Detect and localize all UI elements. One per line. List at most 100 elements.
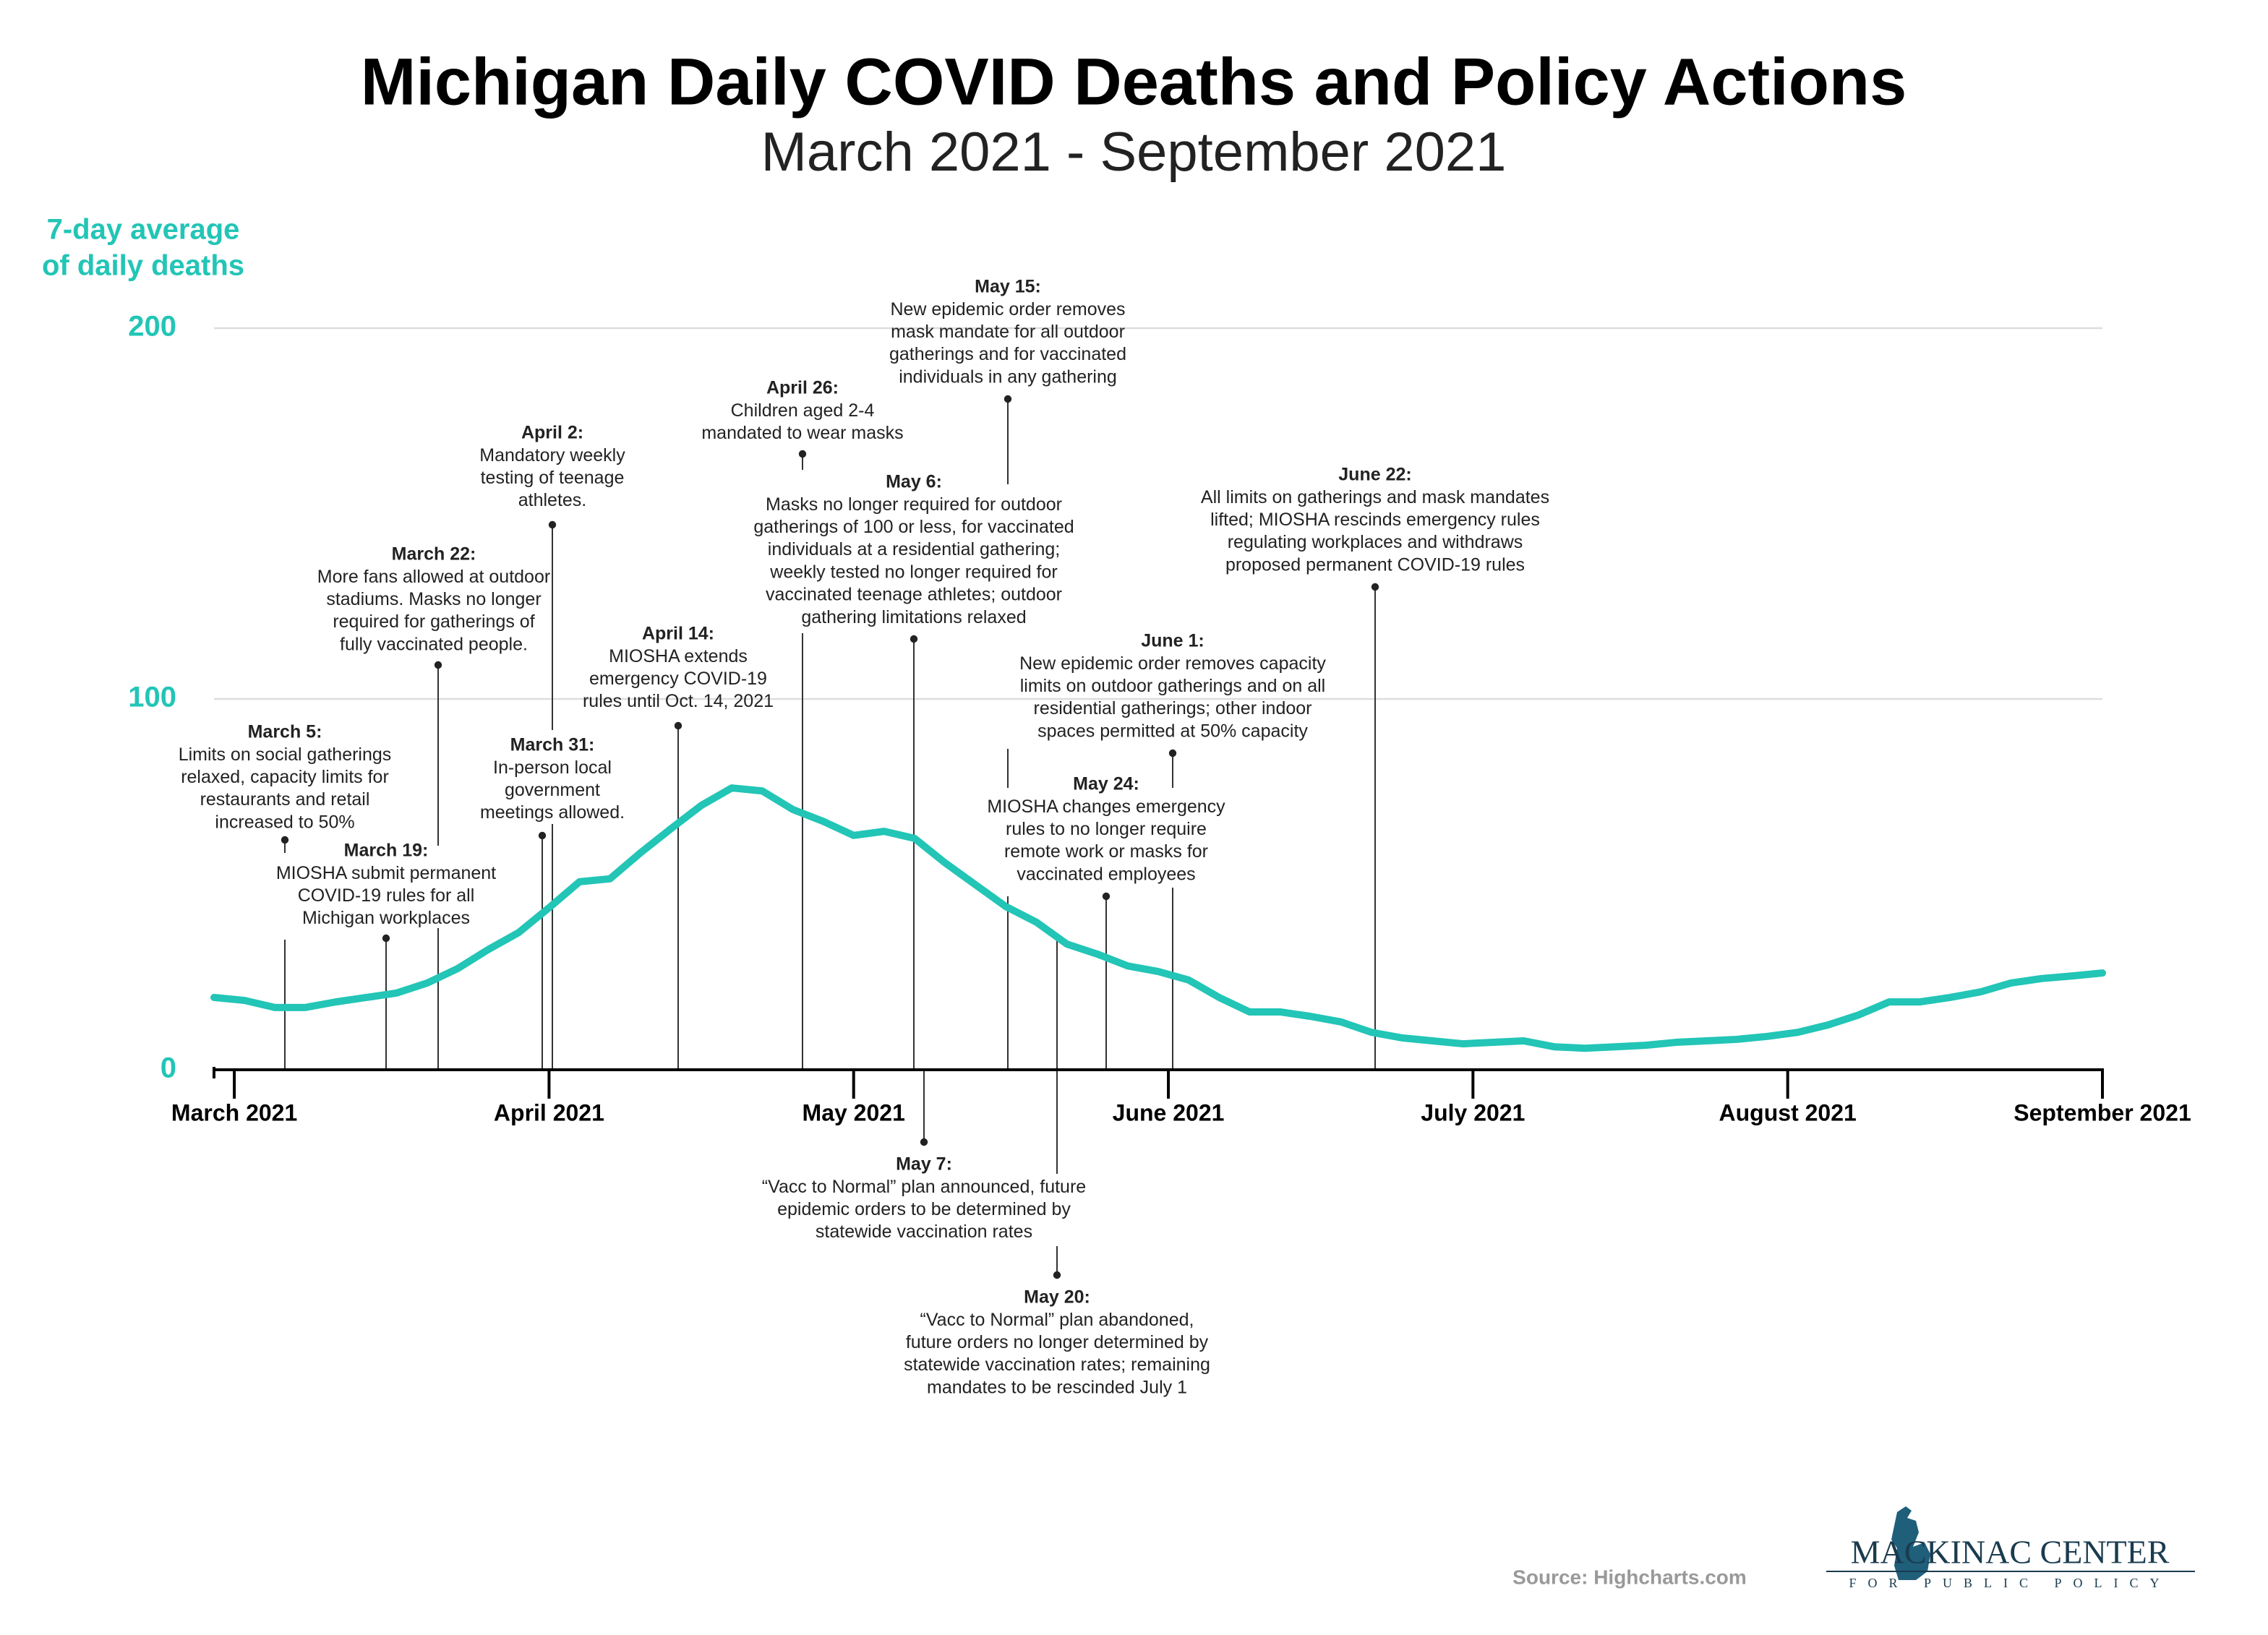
annotation-text: New epidemic order removes capacity [1019,653,1326,674]
annotation-text: Masks no longer required for outdoor [766,494,1062,515]
annotation-text: restaurants and retail [200,789,370,810]
annotation-date: March 5: [248,722,322,742]
annotation-text: New epidemic order removes [890,299,1125,319]
annotation-date: April 2: [521,423,583,443]
annotation-date: May 20: [1024,1287,1090,1308]
chart-title: Michigan Daily COVID Deaths and Policy A… [361,45,1907,119]
annotation-text: residential gatherings; other indoor [1034,698,1312,718]
annotation-text: emergency COVID-19 [589,669,767,689]
annotation-text: Mandatory weekly [479,445,625,465]
annotation-dot [910,635,918,643]
annotation-date: April 14: [642,624,714,644]
y-tick-label: 200 [128,311,176,343]
x-tick-label: March 2021 [171,1099,297,1125]
x-tick-label: May 2021 [803,1099,905,1125]
annotation-text: proposed permanent COVID-19 rules [1225,554,1525,575]
annotation-text: Limits on social gatherings [179,744,392,765]
annotation-text: future orders no longer determined by [906,1332,1209,1352]
annotation-dot [434,661,442,669]
annotation-text: meetings allowed. [480,802,625,823]
annotation-date: May 7: [896,1154,952,1175]
x-tick-label: August 2021 [1719,1099,1857,1125]
annotation-text: gathering limitations relaxed [801,607,1026,627]
annotation-text: mandates to be rescinded July 1 [927,1377,1187,1397]
annotation-date: May 24: [1073,774,1139,794]
annotation-dot [1371,583,1379,591]
annotation-text: statewide vaccination rates; remaining [904,1355,1210,1375]
annotation-dot [548,520,557,529]
x-tick-label: September 2021 [2014,1099,2191,1125]
annotation-text: mask mandate for all outdoor [891,322,1125,342]
annotation-text: individuals in any gathering [899,366,1117,387]
annotation-date: March 19: [344,841,429,861]
annotation-text: lifted; MIOSHA rescinds emergency rules [1210,510,1540,530]
annotation-text: “Vacc to Normal” plan announced, future [762,1177,1086,1197]
annotation-date: June 1: [1141,631,1204,651]
y-axis-title: 7-day average [47,214,240,246]
annotation-text: relaxed, capacity limits for [181,767,389,787]
annotation-text: vaccinated employees [1017,864,1195,884]
annotation-text: individuals at a residential gathering; [768,539,1060,559]
annotation-dot [798,450,807,458]
logo-name: MACKINAC CENTER [1851,1534,2170,1571]
x-tick-label: April 2021 [494,1099,604,1125]
annotation-text: More fans allowed at outdoor [317,567,550,587]
source: Source: Highcharts.com [1512,1566,1747,1588]
annotation-text: MIOSHA submit permanent [276,863,496,883]
x-tick-label: July 2021 [1421,1099,1525,1125]
annotation-text: required for gatherings of [333,611,534,632]
y-tick-label: 0 [161,1052,176,1084]
y-axis-title: of daily deaths [42,250,244,282]
annotation-text: athletes. [518,490,587,510]
annotation-text: MIOSHA changes emergency [987,797,1225,817]
annotation-text: “Vacc to Normal” plan abandoned, [920,1310,1194,1330]
annotation-text: MIOSHA extends [609,646,748,666]
annotation-text: stadiums. Masks no longer [326,589,541,609]
annotation-date: March 22: [392,544,476,565]
annotation-dot [281,836,289,844]
annotation-text: mandated to wear masks [701,423,903,443]
annotation-text: limits on outdoor gatherings and on all [1020,676,1326,696]
annotation-dot [538,831,547,840]
annotation-text: government [505,780,600,800]
annotation-text: fully vaccinated people. [340,634,528,654]
annotation-text: remote work or masks for [1004,841,1208,862]
annotation-date: April 26: [766,378,839,398]
data-line [210,784,2106,1052]
annotation-text: rules until Oct. 14, 2021 [583,691,774,711]
annotation-dot [1004,395,1012,403]
annotation-text: All limits on gatherings and mask mandat… [1201,487,1549,507]
annotation-text: Michigan workplaces [302,908,470,928]
annotation-text: gatherings of 100 or less, for vaccinate… [753,517,1074,537]
annotation-text: testing of teenage [481,468,625,488]
logo-tagline: FOR PUBLIC POLICY [1849,1576,2170,1590]
annotation-text: In-person local [493,758,612,778]
annotation-date: March 31: [510,735,595,755]
annotation-date: June 22: [1338,465,1411,485]
annotation-text: vaccinated teenage athletes; outdoor [766,585,1062,605]
annotation-dot [1168,749,1177,758]
annotation-text: rules to no longer require [1006,819,1207,839]
annotation-text: statewide vaccination rates [816,1222,1032,1242]
annotation-dot [920,1138,928,1146]
annotation-text: epidemic orders to be determined by [777,1199,1071,1219]
annotation-text: spaces permitted at 50% capacity [1037,721,1308,741]
y-tick-label: 100 [128,682,176,713]
annotation-dot [674,721,682,730]
annotation-dot [1102,892,1111,901]
annotation-dot [382,934,390,943]
annotation-text: weekly tested no longer required for [769,562,1057,582]
annotation-text: regulating workplaces and withdraws [1228,532,1523,552]
annotation-text: Children aged 2-4 [731,400,875,421]
logo-icon [1891,1506,1930,1580]
annotation-text: increased to 50% [215,812,354,832]
annotation-dot [1053,1271,1061,1279]
x-tick-label: June 2021 [1113,1099,1225,1125]
annotation-text: gatherings and for vaccinated [889,344,1126,364]
annotation-date: May 6: [886,472,942,492]
annotation-text: COVID-19 rules for all [298,885,475,906]
annotation-date: May 15: [975,277,1041,297]
